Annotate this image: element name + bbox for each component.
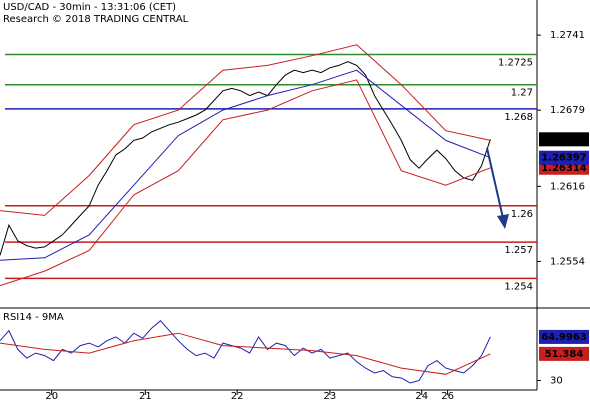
y-tick-label: 30 bbox=[550, 376, 563, 387]
level-label: 1.268 bbox=[504, 112, 533, 123]
x-tick-label: 23 bbox=[324, 391, 337, 400]
x-tick-label: 20 bbox=[45, 391, 58, 400]
y-tick-label: 1.2679 bbox=[550, 105, 585, 116]
series-line bbox=[0, 320, 491, 384]
level-label: 1.26 bbox=[511, 209, 533, 220]
level-label: 1.254 bbox=[504, 281, 533, 292]
arrow bbox=[486, 147, 509, 229]
rsi-title: RSI14 - 9MA bbox=[3, 312, 64, 323]
y-tick-label: 1.2554 bbox=[550, 256, 585, 267]
series-line bbox=[0, 332, 491, 375]
price-flag bbox=[539, 150, 589, 165]
series-line bbox=[0, 69, 491, 261]
price-flag bbox=[539, 346, 589, 361]
chart-title: USD/CAD - 30min - 13:31:06 (CET) bbox=[3, 2, 176, 13]
price-flag bbox=[539, 132, 589, 147]
level-label: 1.257 bbox=[504, 245, 533, 256]
y-tick-label: 1.2741 bbox=[550, 30, 585, 41]
price-flag-label: 64.9963 bbox=[541, 332, 587, 343]
series-line bbox=[0, 44, 491, 216]
y-tick-label: 1.2616 bbox=[550, 181, 585, 192]
price-flag-label: 1.26549 bbox=[541, 134, 587, 145]
chart-subtitle: Research © 2018 TRADING CENTRAL bbox=[3, 14, 189, 25]
x-tick-label: 26 bbox=[441, 391, 454, 400]
price-flag bbox=[539, 329, 589, 344]
level-label: 1.27 bbox=[511, 88, 533, 99]
price-flag-label: 51.384 bbox=[545, 349, 584, 360]
level-label: 1.2725 bbox=[498, 57, 533, 68]
x-tick-label: 22 bbox=[231, 391, 244, 400]
x-tick-label: 24 bbox=[415, 391, 428, 400]
series-line bbox=[0, 79, 491, 287]
price-flag-label: 1.26314 bbox=[541, 163, 587, 174]
price-flag-label: 1.26397 bbox=[541, 153, 587, 164]
series-line bbox=[0, 61, 491, 256]
x-tick-label: 21 bbox=[139, 391, 152, 400]
